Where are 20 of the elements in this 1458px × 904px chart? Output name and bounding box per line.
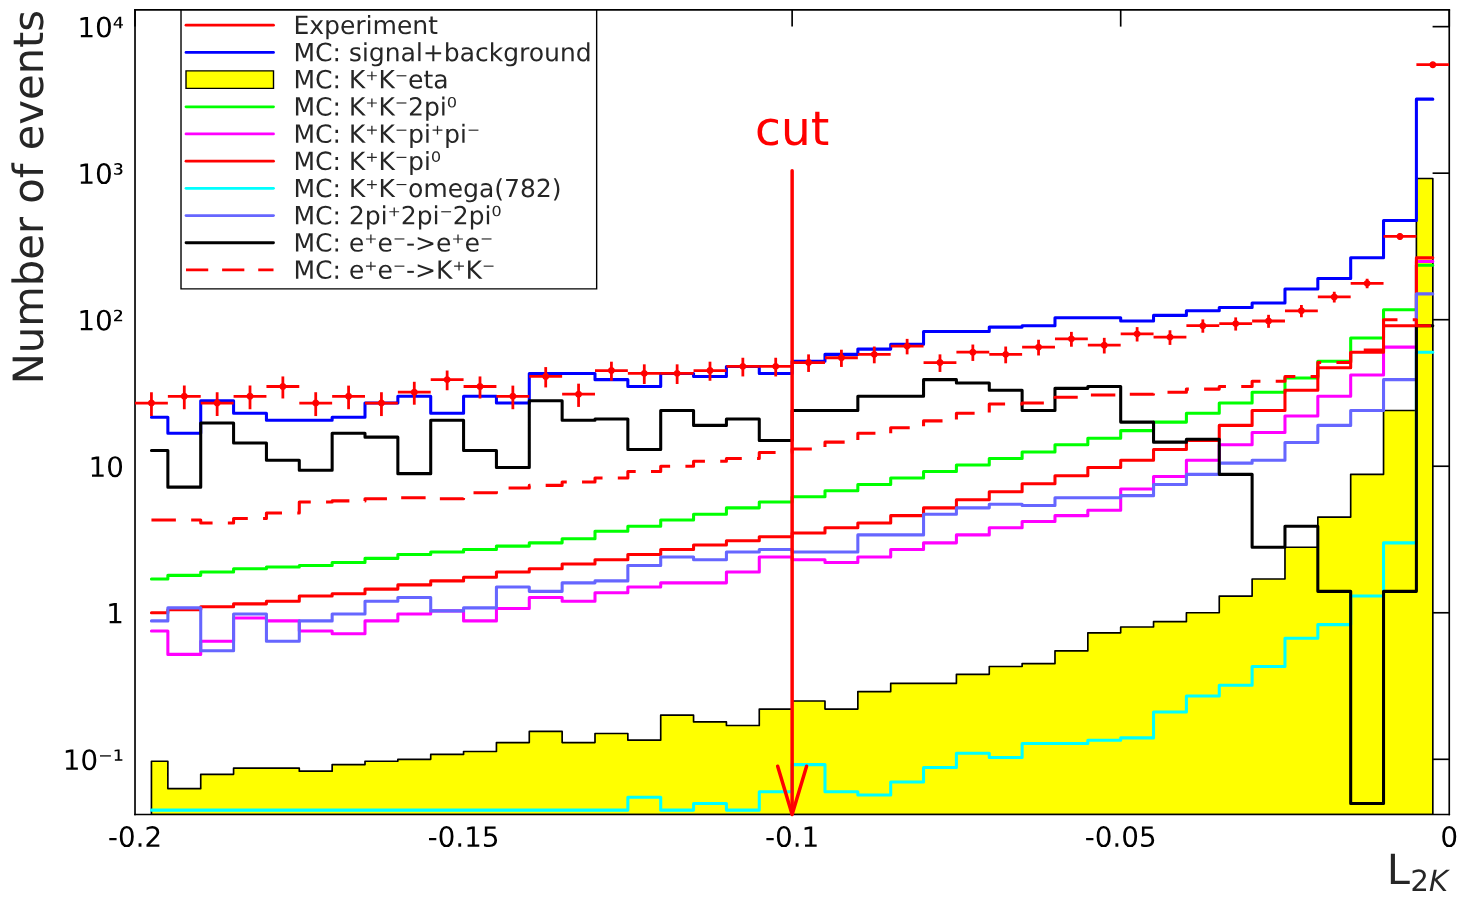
- x-tick-label: -0.2: [109, 826, 160, 848]
- y-axis-title: Number of events: [11, 11, 44, 381]
- legend-label: MC: K⁺K⁻pi⁺pi⁻: [295, 123, 479, 148]
- x-tick-label: -0.15: [428, 826, 498, 848]
- y-tick-label: 1: [109, 603, 122, 624]
- legend-label: MC: signal+background: [295, 42, 590, 67]
- legend-label: MC: K⁺K⁻pi⁰: [295, 150, 441, 176]
- x-axis-title: L$_{2K}$: [1390, 853, 1450, 891]
- y-tick-label: 10: [91, 456, 123, 478]
- ref-line-label: cut: [757, 111, 829, 146]
- x-tick-label: 0: [1442, 826, 1457, 848]
- y-tick-label: 10⁴: [80, 16, 124, 38]
- x-tick-label: -0.1: [766, 826, 817, 848]
- y-tick-label: 10³: [80, 163, 123, 185]
- x-tick-label: -0.05: [1086, 826, 1155, 848]
- legend-label: MC: K⁺K⁻eta: [295, 69, 447, 89]
- y-tick-label: 10²: [80, 309, 123, 331]
- legend-label: Experiment: [295, 14, 438, 40]
- y-tick-label: 10⁻¹: [65, 749, 123, 771]
- legend-label: MC: K⁺K⁻2pi⁰: [295, 96, 456, 121]
